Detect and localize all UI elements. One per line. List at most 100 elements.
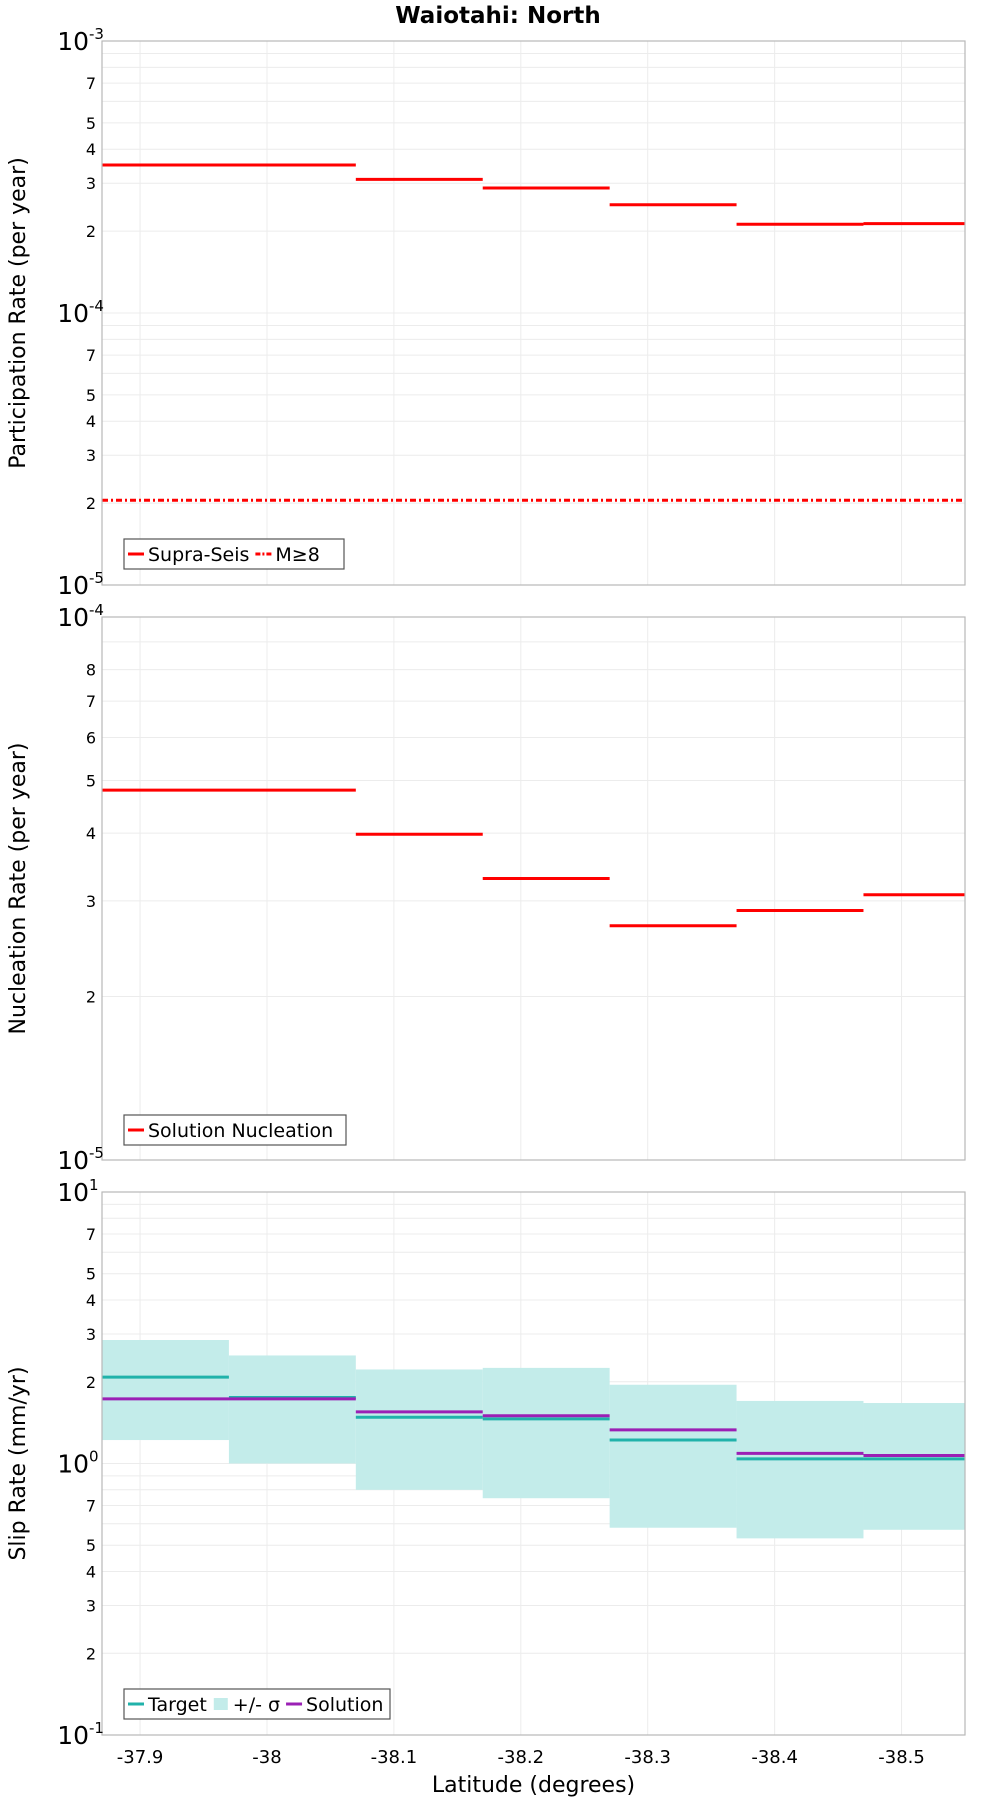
legend-entry: Solution xyxy=(286,1694,383,1716)
legend-entry: M≥8 xyxy=(255,544,320,566)
series-solution xyxy=(102,1397,965,1458)
y-tick-exponent: -5 xyxy=(89,569,104,587)
band-- xyxy=(102,1340,965,1539)
y-tick-exponent: -1 xyxy=(89,1719,104,1737)
band-segment xyxy=(482,1367,610,1499)
legend-box xyxy=(123,1688,391,1720)
y-tick-label: 3 xyxy=(86,174,96,193)
y-tick-label: 5 xyxy=(86,1536,96,1555)
y-tick-label: 4 xyxy=(86,824,96,843)
y-tick-label: 2 xyxy=(86,1373,96,1392)
y-tick-label: 4 xyxy=(86,140,96,159)
plot-area xyxy=(102,617,965,1160)
y-tick-label: 4 xyxy=(86,1291,96,1310)
legend-label: Solution xyxy=(306,1694,383,1716)
x-tick-label: -38.1 xyxy=(371,1747,418,1768)
series-solution-nucleation xyxy=(102,788,965,928)
y-tick-label: 10 xyxy=(57,1178,89,1207)
y-tick-label: 5 xyxy=(86,114,96,133)
y-tick-label: 2 xyxy=(86,494,96,513)
y-tick-label: 10 xyxy=(57,299,89,328)
legend: Supra-Seis M≥8 xyxy=(123,538,345,570)
y-tick-exponent: 1 xyxy=(89,1176,99,1194)
y-tick-label: 10 xyxy=(57,1450,89,1479)
y-tick-label: 4 xyxy=(86,412,96,431)
grid xyxy=(102,617,965,1161)
y-tick-label: 10 xyxy=(57,1146,89,1175)
legend-label: Target xyxy=(147,1694,207,1716)
legend-label: Solution Nucleation xyxy=(148,1120,333,1142)
legend-box xyxy=(123,1114,347,1146)
y-tick-exponent: -4 xyxy=(89,601,104,619)
y-tick-label: 10 xyxy=(57,603,89,632)
x-axis-ticks: -37.9 -38 -38.1 -38.2 -38.3 -38.4 -38.5 xyxy=(117,1747,925,1768)
y-tick-label: 7 xyxy=(86,1225,96,1244)
chart-title: Waiotahi: North xyxy=(395,3,601,29)
y-tick-label: 5 xyxy=(86,386,96,405)
x-tick-label: -38.3 xyxy=(624,1747,671,1768)
x-tick-label: -38.4 xyxy=(751,1747,798,1768)
x-tick-label: -38.2 xyxy=(498,1747,545,1768)
legend-box xyxy=(123,538,345,570)
legend: Solution Nucleation xyxy=(123,1114,347,1146)
y-tick-label: 3 xyxy=(86,892,96,911)
y-tick-label: 7 xyxy=(86,74,96,93)
grid xyxy=(102,41,965,586)
y-tick-exponent: 0 xyxy=(89,1448,99,1466)
y-tick-label: 4 xyxy=(86,1563,96,1582)
y-tick-label: 7 xyxy=(86,692,96,711)
plot-frame xyxy=(101,40,966,586)
y-tick-label: 7 xyxy=(86,1497,96,1516)
y-tick-label: 5 xyxy=(86,1265,96,1284)
y-tick-exponent: -5 xyxy=(89,1144,104,1162)
y-tick-exponent: -4 xyxy=(89,297,104,315)
y-tick-label: 10 xyxy=(57,571,89,600)
y-tick-label: 2 xyxy=(86,988,96,1007)
legend-entry: Supra-Seis xyxy=(128,544,249,566)
y-tick-label: 10 xyxy=(57,27,89,56)
legend-label: M≥8 xyxy=(275,544,319,566)
x-tick-label: -38 xyxy=(252,1747,281,1768)
y-axis-label: Participation Rate (per year) xyxy=(6,157,31,469)
y-tick-label: 6 xyxy=(86,728,96,747)
band-segment xyxy=(863,1403,965,1530)
legend-label: +/- σ xyxy=(233,1694,280,1716)
x-axis-label: Latitude (degrees) xyxy=(432,1773,635,1798)
y-tick-label: 10 xyxy=(57,1721,89,1750)
y-tick-exponent: -3 xyxy=(89,25,104,43)
y-tick-label: 2 xyxy=(86,1644,96,1663)
band-segment xyxy=(102,1340,229,1441)
y-axis-label: Nucleation Rate (per year) xyxy=(6,743,31,1035)
legend-entry: Solution Nucleation xyxy=(128,1120,333,1142)
x-tick-label: -37.9 xyxy=(117,1747,164,1768)
y-tick-label: 3 xyxy=(86,446,96,465)
plot-frame xyxy=(101,1191,966,1736)
x-tick-label: -38.5 xyxy=(878,1747,925,1768)
band-segment xyxy=(736,1400,864,1539)
y-tick-label: 8 xyxy=(86,661,96,680)
band-segment xyxy=(228,1355,356,1464)
y-tick-label: 2 xyxy=(86,222,96,241)
legend-entry: +/- σ xyxy=(213,1694,280,1716)
band-segment xyxy=(355,1369,483,1490)
y-axis-label: Slip Rate (mm/yr) xyxy=(6,1366,31,1560)
y-tick-label: 7 xyxy=(86,346,96,365)
legend-label: Supra-Seis xyxy=(148,544,249,566)
legend-entry: Target xyxy=(128,1694,207,1716)
y-tick-label: 5 xyxy=(86,771,96,790)
legend-swatch xyxy=(213,1698,228,1710)
series-supra-seis xyxy=(102,163,965,226)
plot-frame xyxy=(101,616,966,1161)
legend: Target +/- σ Solution xyxy=(123,1688,391,1720)
band-segment xyxy=(609,1384,737,1528)
y-tick-label: 3 xyxy=(86,1596,96,1615)
y-tick-label: 3 xyxy=(86,1325,96,1344)
